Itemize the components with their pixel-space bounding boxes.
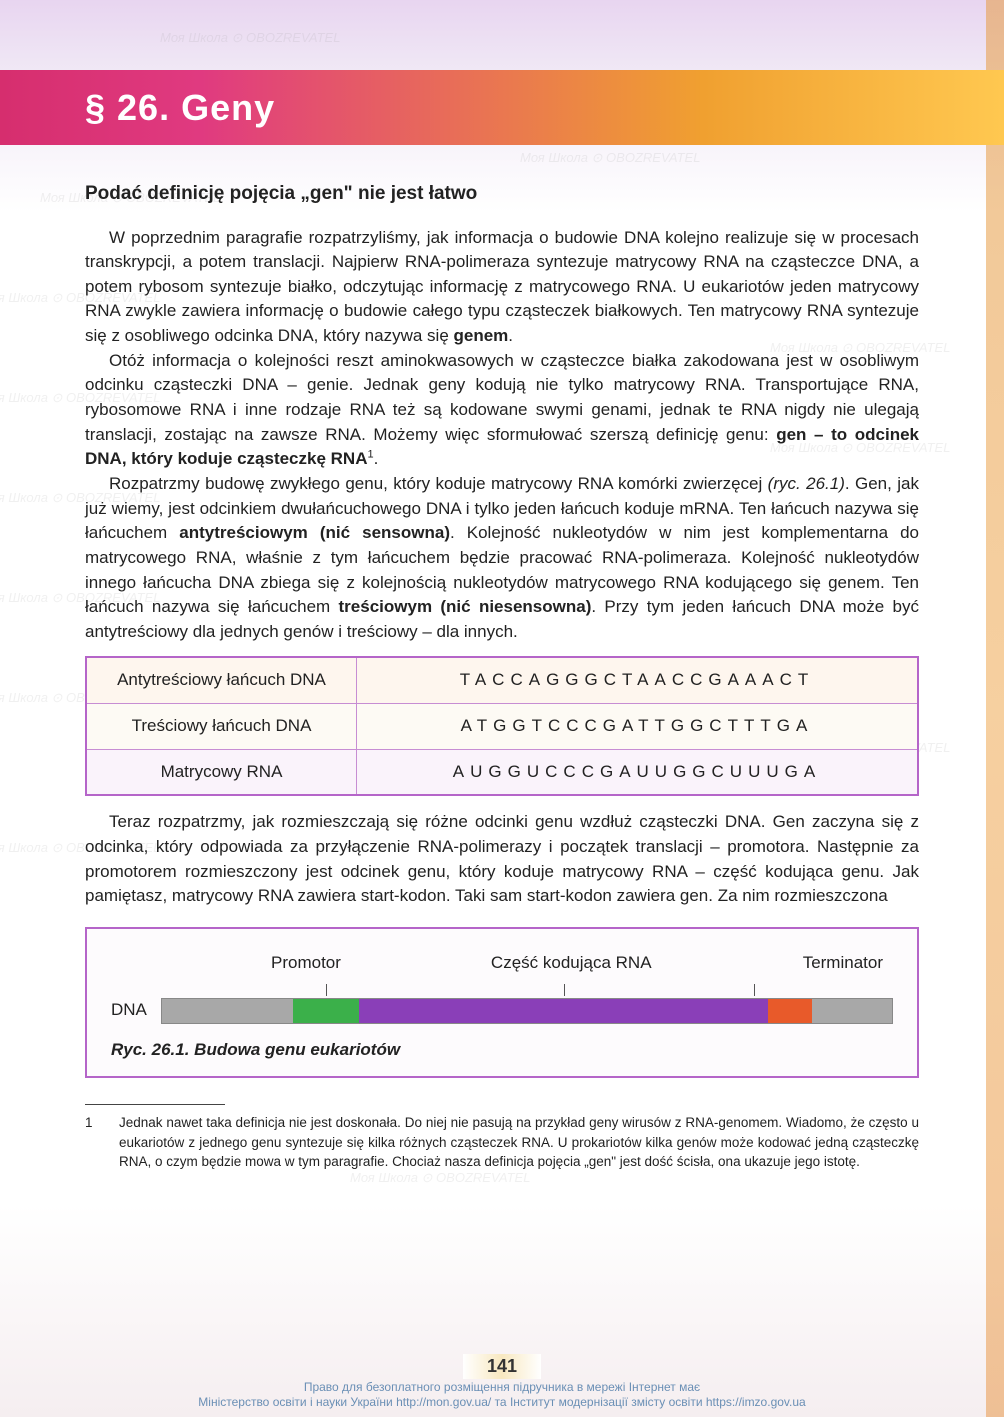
bottom-credits: Право для безоплатного розміщення підруч… [0, 1380, 1004, 1411]
dna-label: DNA [111, 998, 161, 1023]
paragraph-1: W poprzednim paragrafie rozpatrzyliśmy, … [85, 226, 919, 349]
row-label: Matrycowy RNA [87, 750, 357, 795]
subheading: Podać definicję pojęcia „gen" nie jest ł… [85, 180, 919, 208]
footnote: 1 Jednak nawet taka definicja nie jest d… [85, 1113, 919, 1172]
sequence-table: Antytreściowy łańcuch DNA TACCAGGGCTAACC… [85, 656, 919, 796]
table-row: Antytreściowy łańcuch DNA TACCAGGGCTAACC… [87, 658, 917, 704]
paragraph-3: Rozpatrzmy budowę zwykłego genu, który k… [85, 472, 919, 644]
label-promotor: Promotor [271, 951, 341, 976]
tick-mark [326, 984, 327, 996]
credits-line-2: Міністерство освіти і науки України http… [0, 1395, 1004, 1411]
side-strip [986, 0, 1004, 1417]
row-sequence: ATGGTCCCGATTGGCTTTGA [357, 704, 917, 749]
dna-bar-row: DNA [111, 998, 893, 1024]
paragraph-2: Otóż informacja o kolejności reszt amino… [85, 349, 919, 472]
dna-segment [293, 999, 359, 1023]
page-number-wrap: 141 [0, 1354, 1004, 1379]
chapter-title-bar: § 26. Geny [0, 70, 1004, 145]
label-terminator: Terminator [803, 951, 883, 976]
gene-diagram: Promotor Część kodująca RNA Terminator D… [85, 927, 919, 1078]
dna-segment [812, 999, 892, 1023]
credits-line-1: Право для безоплатного розміщення підруч… [0, 1380, 1004, 1396]
row-label: Antytreściowy łańcuch DNA [87, 658, 357, 703]
figure-caption: Ryc. 26.1. Budowa genu eukariotów [111, 1038, 893, 1063]
dna-segment [359, 999, 768, 1023]
label-coding: Część kodująca RNA [491, 951, 652, 976]
paragraph-4: Teraz rozpatrzmy, jak rozmieszczają się … [85, 810, 919, 909]
footnote-number: 1 [85, 1113, 119, 1172]
dna-bar [161, 998, 893, 1024]
body-text: W poprzednim paragrafie rozpatrzyliśmy, … [85, 226, 919, 645]
page-number: 141 [463, 1354, 541, 1379]
row-label: Treściowy łańcuch DNA [87, 704, 357, 749]
footnote-text: Jednak nawet taka definicja nie jest dos… [119, 1113, 919, 1172]
table-row: Matrycowy RNA AUGGUCCCGAUUGGCUUUGA [87, 750, 917, 795]
row-sequence: AUGGUCCCGAUUGGCUUUGA [357, 750, 917, 795]
tick-mark [564, 984, 565, 996]
table-row: Treściowy łańcuch DNA ATGGTCCCGATTGGCTTT… [87, 704, 917, 750]
tick-mark [754, 984, 755, 996]
dna-segment [768, 999, 812, 1023]
dna-segment [162, 999, 293, 1023]
diagram-ticks [111, 984, 893, 996]
chapter-title: § 26. Geny [85, 87, 275, 129]
content-area: Podać definicję pojęcia „gen" nie jest ł… [85, 180, 919, 1172]
footnote-separator [85, 1104, 225, 1105]
diagram-labels: Promotor Część kodująca RNA Terminator [111, 951, 893, 976]
body-text-continued: Teraz rozpatrzmy, jak rozmieszczają się … [85, 810, 919, 909]
row-sequence: TACCAGGGCTAACCGAAACT [357, 658, 917, 703]
